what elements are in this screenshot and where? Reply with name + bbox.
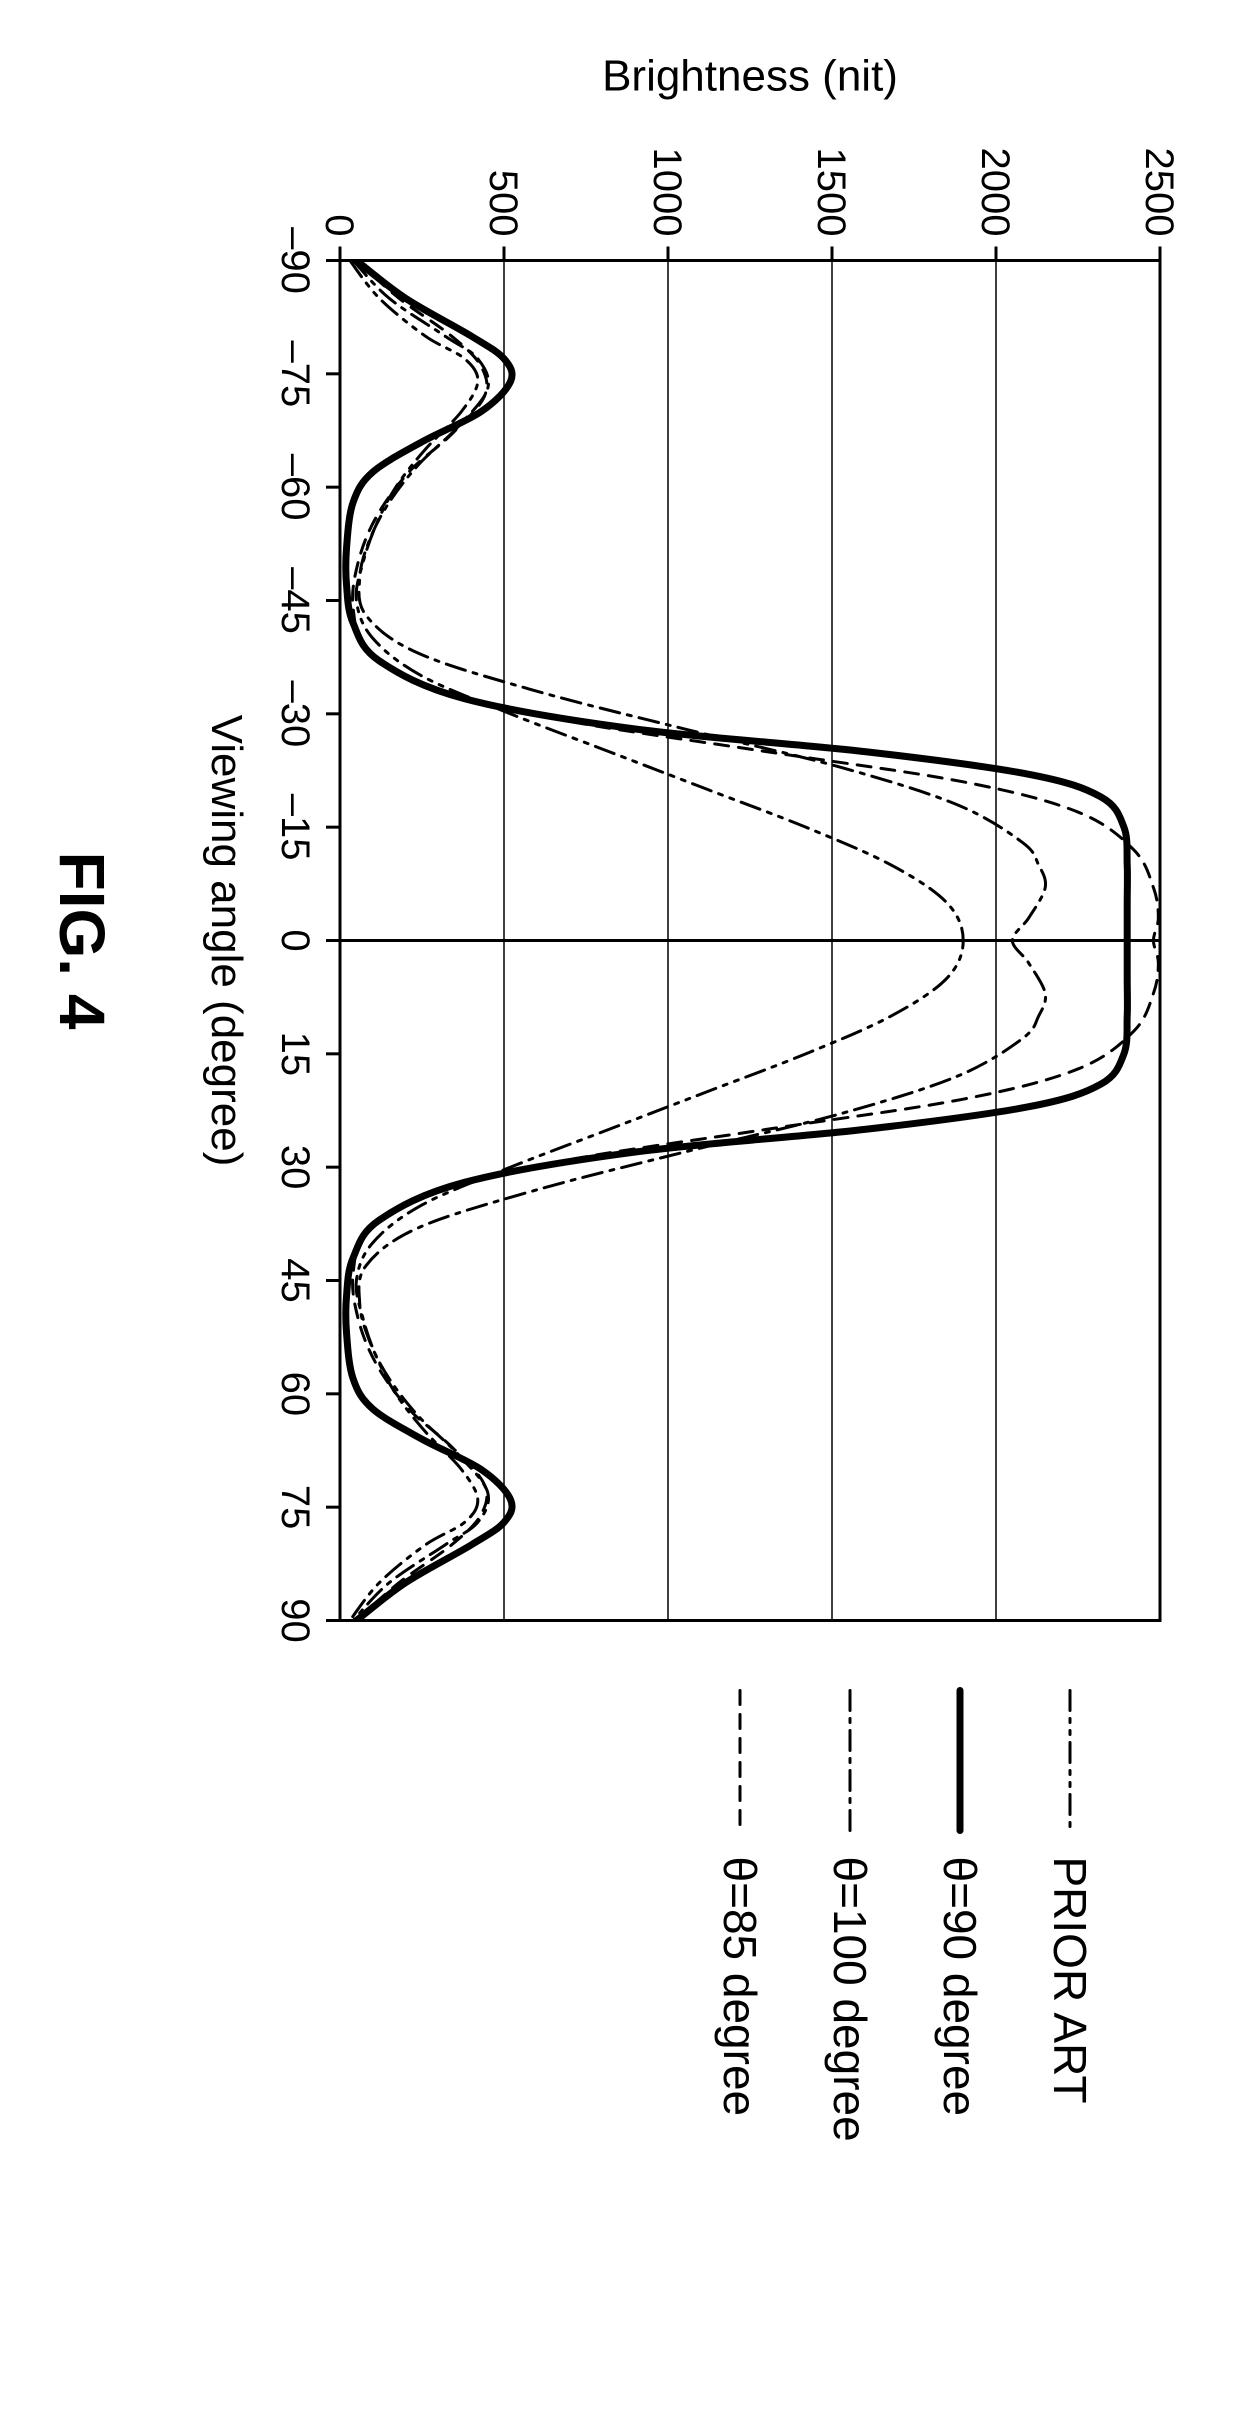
xtick-label: –15: [273, 793, 317, 860]
ytick-label: 500: [481, 169, 525, 236]
legend-label: θ=85 degree: [714, 1856, 766, 2116]
xtick-label: –45: [273, 567, 317, 634]
xtick-label: –30: [273, 680, 317, 747]
xtick-label: 15: [273, 1031, 317, 1076]
xtick-label: –60: [273, 453, 317, 520]
xtick-label: 60: [273, 1371, 317, 1416]
x-axis-label: Viewing angle (degree): [202, 714, 251, 1166]
y-axis-label: Brightness (nit): [602, 51, 898, 100]
legend-label: PRIOR ART: [1044, 1856, 1096, 2103]
xtick-label: 0: [273, 929, 317, 951]
ytick-label: 0: [317, 214, 361, 236]
ytick-label: 2000: [973, 147, 1017, 236]
xtick-label: 30: [273, 1144, 317, 1189]
figure-label: FIG. 4: [46, 851, 118, 1029]
xtick-label: 75: [273, 1484, 317, 1529]
brightness-vs-angle-chart: 0 500 1000 1500 2000 2500 –90 –75 –60 –45 –30 –15 0 1…: [0, 0, 1240, 2431]
xtick-label: 90: [273, 1598, 317, 1643]
ytick-label: 1500: [809, 147, 853, 236]
ytick-label: 1000: [645, 147, 689, 236]
xtick-label: –75: [273, 340, 317, 407]
xtick-label: –90: [273, 227, 317, 294]
ytick-label: 2500: [1137, 147, 1181, 236]
legend-label: θ=100 degree: [824, 1856, 876, 2141]
legend-label: θ=90 degree: [934, 1856, 986, 2116]
xtick-label: 45: [273, 1258, 317, 1303]
